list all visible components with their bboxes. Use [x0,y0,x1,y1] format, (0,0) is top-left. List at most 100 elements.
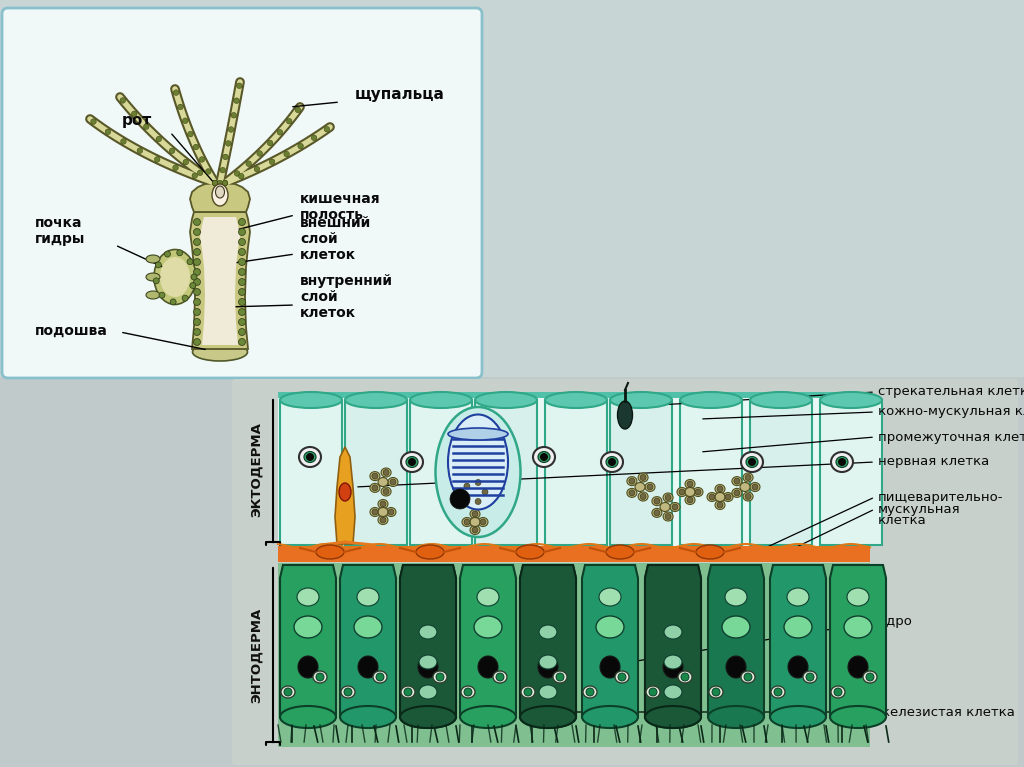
Circle shape [480,519,486,525]
Ellipse shape [743,473,753,482]
Circle shape [194,144,199,150]
Circle shape [695,489,701,495]
Ellipse shape [715,485,725,493]
Circle shape [383,469,389,476]
Circle shape [169,148,175,153]
FancyBboxPatch shape [232,379,1018,765]
Polygon shape [200,217,240,345]
Ellipse shape [345,392,407,408]
Circle shape [284,688,292,696]
Ellipse shape [652,496,662,505]
Ellipse shape [313,671,327,683]
Ellipse shape [470,509,480,518]
Ellipse shape [784,616,812,638]
Ellipse shape [836,456,848,468]
Circle shape [744,673,752,681]
Ellipse shape [534,447,555,467]
Ellipse shape [281,686,295,698]
Ellipse shape [610,392,672,408]
Ellipse shape [414,616,442,638]
Circle shape [199,156,205,163]
Circle shape [239,308,246,315]
Circle shape [524,688,532,696]
Circle shape [287,118,292,124]
Text: ЭНТОДЕРМА: ЭНТОДЕРМА [250,607,262,703]
Circle shape [194,229,201,235]
Circle shape [189,282,196,288]
Ellipse shape [740,482,750,492]
Polygon shape [520,565,575,727]
Circle shape [194,278,201,285]
Ellipse shape [664,512,673,521]
Ellipse shape [378,515,388,525]
Circle shape [748,458,756,466]
Circle shape [388,509,394,515]
Text: внутренний
слой
клеток: внутренний слой клеток [300,274,393,320]
Polygon shape [410,400,472,545]
Ellipse shape [770,706,826,728]
Circle shape [194,328,201,335]
Circle shape [866,673,874,681]
Ellipse shape [638,473,648,482]
Circle shape [734,478,740,484]
Ellipse shape [316,545,344,559]
Ellipse shape [709,686,723,698]
Polygon shape [545,400,607,545]
Ellipse shape [381,468,391,477]
Circle shape [654,498,659,504]
Circle shape [482,489,488,495]
Circle shape [231,113,237,118]
Ellipse shape [725,588,746,606]
Circle shape [137,148,142,153]
Ellipse shape [416,545,444,559]
Ellipse shape [461,686,475,698]
Ellipse shape [741,671,755,683]
Ellipse shape [750,482,760,492]
Circle shape [194,268,201,275]
Ellipse shape [627,489,637,497]
Circle shape [143,124,150,130]
Ellipse shape [599,588,621,606]
Ellipse shape [830,706,886,728]
Ellipse shape [435,407,520,537]
Circle shape [239,229,246,235]
Circle shape [220,167,225,173]
Polygon shape [340,565,396,727]
Circle shape [679,489,685,495]
Circle shape [105,129,111,134]
Circle shape [194,308,201,315]
Ellipse shape [726,656,746,678]
Circle shape [206,169,211,174]
Ellipse shape [294,616,322,638]
Circle shape [380,501,386,507]
Ellipse shape [401,452,423,472]
Ellipse shape [340,706,396,728]
Ellipse shape [553,671,567,683]
Ellipse shape [659,616,687,638]
Ellipse shape [406,456,418,468]
Polygon shape [278,392,870,398]
Circle shape [177,250,182,255]
Circle shape [120,97,126,104]
Polygon shape [680,400,742,545]
Polygon shape [820,400,882,545]
Ellipse shape [538,656,558,678]
Ellipse shape [664,493,673,502]
Ellipse shape [847,588,869,606]
Ellipse shape [685,495,695,505]
Circle shape [131,111,137,117]
Circle shape [187,131,194,137]
Circle shape [212,180,218,186]
Ellipse shape [378,508,388,516]
Circle shape [717,486,723,492]
Ellipse shape [154,249,196,304]
Ellipse shape [449,428,508,440]
Polygon shape [830,565,886,727]
Ellipse shape [601,452,623,472]
Ellipse shape [831,452,853,472]
Ellipse shape [534,616,562,638]
Circle shape [372,509,378,515]
Ellipse shape [520,706,575,728]
Ellipse shape [378,499,388,509]
Ellipse shape [645,482,655,492]
